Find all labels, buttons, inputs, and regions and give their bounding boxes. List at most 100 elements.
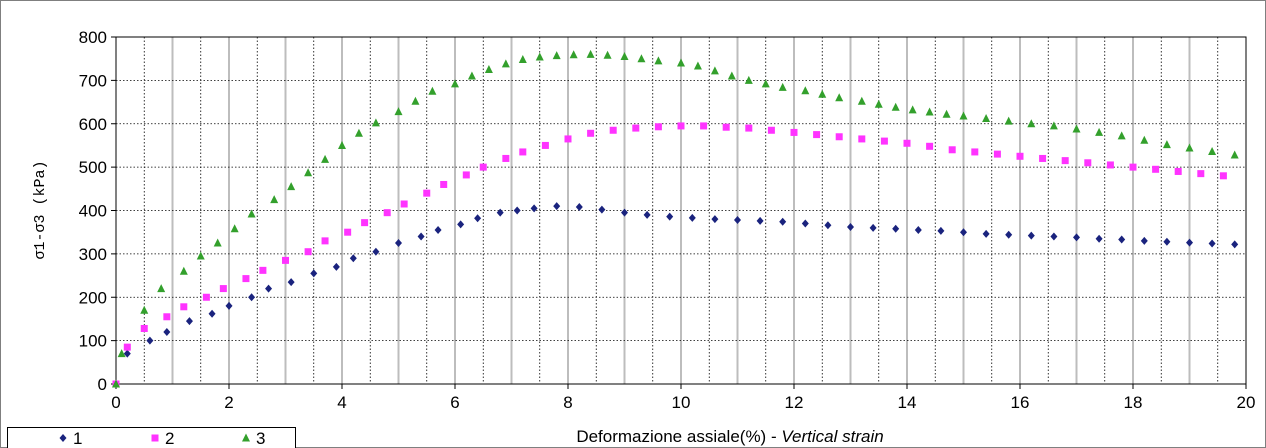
data-point-series-1 [474, 214, 482, 223]
data-point-series-1 [530, 204, 538, 213]
data-point-series-2 [1174, 167, 1182, 175]
data-point-series-1 [265, 284, 273, 293]
data-point-series-2 [903, 139, 911, 147]
data-point-series-2 [140, 324, 148, 332]
x-tick-label: 14 [898, 393, 917, 412]
data-point-series-3 [891, 102, 900, 111]
data-point-series-1 [847, 222, 854, 231]
data-point-series-3 [467, 71, 476, 80]
data-point-series-3 [247, 209, 256, 218]
y-tick-label: 100 [79, 332, 107, 351]
data-point-series-1 [1208, 239, 1216, 248]
data-point-series-1 [734, 216, 741, 225]
data-point-series-1 [575, 203, 583, 212]
legend-label-1: 1 [73, 429, 82, 448]
data-point-series-3 [874, 99, 883, 108]
data-point-series-3 [535, 52, 544, 61]
y-tick-label: 300 [79, 245, 107, 264]
data-point-series-3 [1072, 124, 1081, 133]
data-point-series-2 [304, 248, 312, 256]
data-point-series-1 [1027, 231, 1035, 240]
data-point-series-2 [1084, 159, 1092, 167]
marks [112, 49, 1239, 388]
data-point-series-1 [1140, 236, 1148, 245]
data-point-series-3 [179, 266, 188, 275]
data-point-series-1 [1095, 234, 1103, 243]
data-point-series-2 [423, 189, 431, 197]
data-point-series-1 [372, 247, 380, 256]
data-point-series-2 [1039, 154, 1047, 162]
data-point-series-2 [259, 266, 267, 274]
data-point-series-2 [242, 275, 250, 283]
x-tick-label: 18 [1124, 393, 1143, 412]
data-point-series-1 [756, 216, 764, 225]
data-point-series-1 [688, 213, 696, 222]
data-point-series-3 [354, 128, 363, 137]
data-point-series-1 [146, 336, 154, 345]
data-point-series-1 [1118, 235, 1126, 244]
data-point-series-3 [925, 107, 934, 116]
data-point-series-3 [304, 168, 313, 177]
data-point-series-3 [1185, 143, 1194, 152]
x-tick-label: 0 [111, 393, 120, 412]
data-point-series-2 [767, 126, 775, 134]
data-point-series-1 [801, 219, 809, 228]
data-point-series-2 [790, 128, 798, 136]
data-point-series-3 [196, 251, 205, 260]
data-point-series-1 [937, 226, 945, 235]
data-point-series-3 [908, 105, 917, 114]
data-point-series-1 [1073, 233, 1080, 242]
data-point-series-1 [553, 202, 561, 211]
data-point-series-3 [112, 379, 120, 388]
data-point-series-3 [569, 50, 578, 59]
data-point-series-3 [451, 79, 459, 88]
data-point-series-2 [519, 148, 527, 156]
data-point-series-3 [157, 284, 166, 293]
x-axis-label-main: Deformazione assiale(%) - [576, 427, 781, 446]
data-point-series-2 [654, 123, 662, 131]
data-point-series-2 [282, 256, 289, 264]
data-point-series-3 [620, 52, 629, 61]
y-tick-label: 0 [98, 375, 107, 394]
data-point-series-3 [1095, 127, 1104, 136]
data-point-series-1 [513, 206, 521, 215]
data-point-series-1 [892, 224, 900, 233]
data-point-series-2 [502, 154, 510, 162]
data-point-series-2 [700, 122, 708, 130]
series-3 [112, 49, 1239, 388]
data-point-series-1 [287, 278, 295, 287]
data-point-series-3 [428, 86, 437, 95]
data-point-series-3 [411, 96, 420, 105]
data-point-series-1 [666, 212, 674, 221]
data-point-series-1 [123, 349, 131, 358]
x-tick-label: 10 [672, 393, 691, 412]
data-point-series-3 [484, 65, 493, 74]
data-point-series-3 [942, 109, 951, 118]
series-1 [112, 202, 1239, 388]
y-tick-label: 200 [79, 288, 107, 307]
data-point-series-2 [479, 163, 487, 171]
data-point-series-3 [710, 66, 719, 75]
data-point-series-3 [140, 305, 149, 314]
data-point-series-2 [587, 129, 595, 137]
data-point-series-2 [835, 133, 843, 141]
x-tick-label: 8 [563, 393, 572, 412]
data-point-series-3 [959, 111, 968, 120]
data-point-series-2 [123, 343, 131, 351]
legend-marker-1 [59, 434, 67, 442]
data-point-series-3 [677, 58, 685, 67]
data-point-series-3 [1117, 131, 1126, 140]
data-point-series-3 [654, 56, 663, 65]
data-point-series-2 [462, 171, 470, 179]
data-point-series-1 [869, 223, 877, 232]
data-point-series-3 [744, 75, 753, 84]
data-point-series-3 [1004, 116, 1013, 125]
x-tick-label: 12 [785, 393, 804, 412]
data-point-series-3 [1162, 140, 1171, 149]
legend-label-2: 2 [165, 429, 174, 448]
data-point-series-1 [779, 217, 787, 226]
x-tick-label: 2 [224, 393, 233, 412]
y-tick-label: 800 [79, 28, 107, 47]
data-point-series-2 [948, 146, 956, 154]
